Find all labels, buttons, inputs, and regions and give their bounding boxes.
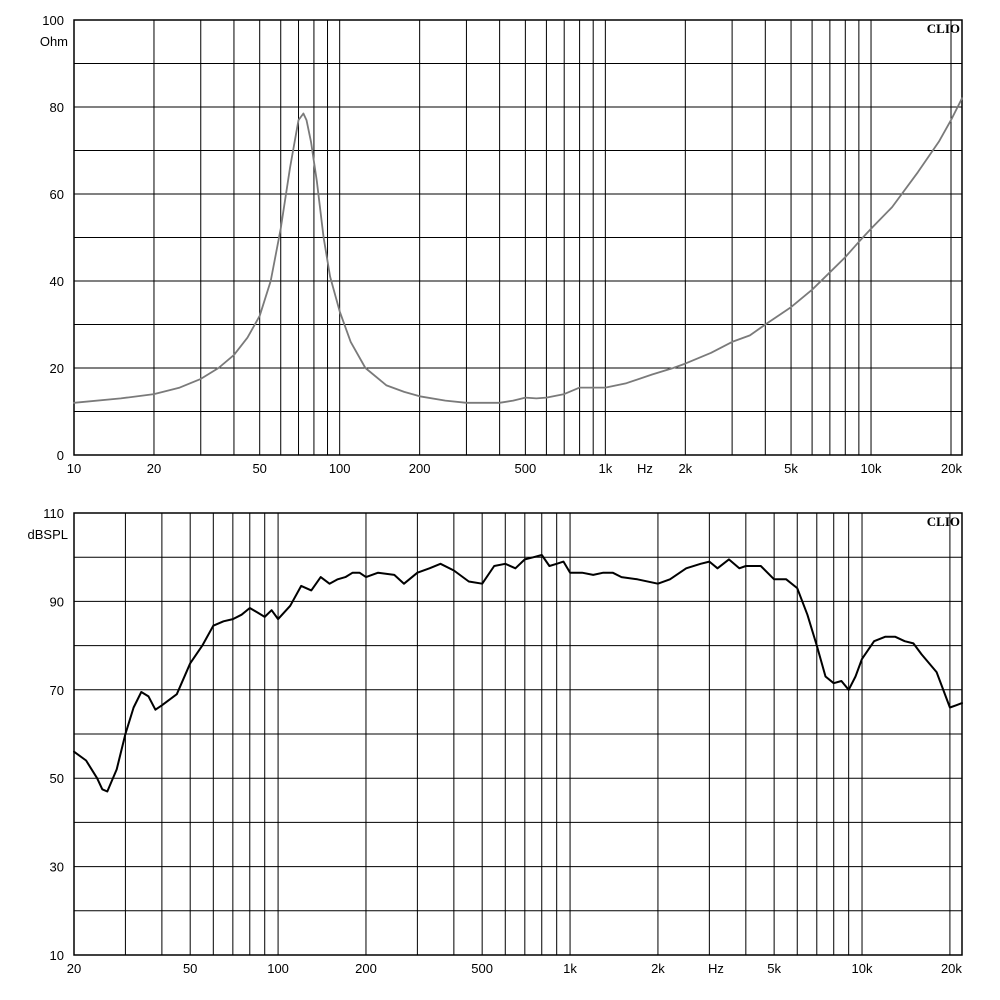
chart-1-y-tick-label: 70	[50, 683, 64, 698]
chart-0-y-axis-label: Ohm	[40, 34, 68, 49]
chart-1-y-tick-label: 110	[43, 506, 64, 521]
chart-1-x-tick-label: 500	[471, 961, 493, 976]
chart-1-x-tick-label: 1k	[563, 961, 577, 976]
chart-1-x-tick-label: 20	[67, 961, 81, 976]
chart-0-x-tick-label: 20k	[941, 461, 962, 476]
chart-1-x-tick-label: 100	[267, 961, 289, 976]
chart-0-brand-label: CLIO	[927, 21, 960, 36]
chart-0-x-tick-label: 500	[515, 461, 537, 476]
chart-0-x-tick-label: 5k	[784, 461, 798, 476]
chart-0-x-tick-label: 10	[67, 461, 81, 476]
chart-1-brand-label: CLIO	[927, 514, 960, 529]
chart-1-x-tick-label: 5k	[767, 961, 781, 976]
chart-0-y-tick-label: 100	[42, 13, 64, 28]
chart-0-series-line-0	[73, 97, 963, 404]
chart-1-y-axis-label: dBSPL	[28, 527, 68, 542]
chart-1-y-tick-label: 10	[50, 948, 64, 963]
chart-1-y-tick-label: 30	[50, 860, 64, 875]
chart-0-x-axis-label: Hz	[637, 461, 653, 476]
chart-1-x-tick-label: 200	[355, 961, 377, 976]
chart-1-series-line-0	[73, 554, 963, 793]
chart-0-y-tick-label: 60	[50, 187, 64, 202]
chart-0-x-tick-label: 50	[252, 461, 266, 476]
chart-1-x-tick-label: 20k	[941, 961, 962, 976]
chart-0-y-tick-label: 80	[50, 100, 64, 115]
chart-0-x-tick-label: 200	[409, 461, 431, 476]
chart-1-y-tick-label: 90	[50, 594, 64, 609]
chart-0-x-tick-label: 20	[147, 461, 161, 476]
chart-1-y-tick-label: 50	[50, 771, 64, 786]
chart-0-y-tick-label: 40	[50, 274, 64, 289]
chart-0-x-tick-label: 10k	[861, 461, 882, 476]
chart-1-x-tick-label: 10k	[852, 961, 873, 976]
chart-1-plot-frame	[73, 512, 963, 956]
spl-response-chart: 10 30 50 70 90 110 dBSPL 20 50 100 200 500 1k 2k 5k 10k…	[28, 506, 963, 976]
chart-0-x-tick-label: 1k	[598, 461, 612, 476]
chart-0-y-tick-label: 0	[57, 448, 64, 463]
chart-1-x-tick-label: 50	[183, 961, 197, 976]
chart-0-x-tick-label: 2k	[678, 461, 692, 476]
chart-1-x-tick-label: 2k	[651, 961, 665, 976]
chart-0-x-tick-label: 100	[329, 461, 351, 476]
chart-0-y-tick-label: 20	[50, 361, 64, 376]
impedance-chart: 0 20 40 60 80 100 Ohm 10 20 50 100 200 500 1k 2k 5k 10k 2…	[40, 13, 963, 476]
chart-0-plot-frame	[73, 19, 963, 456]
chart-1-x-axis-label: Hz	[708, 961, 724, 976]
